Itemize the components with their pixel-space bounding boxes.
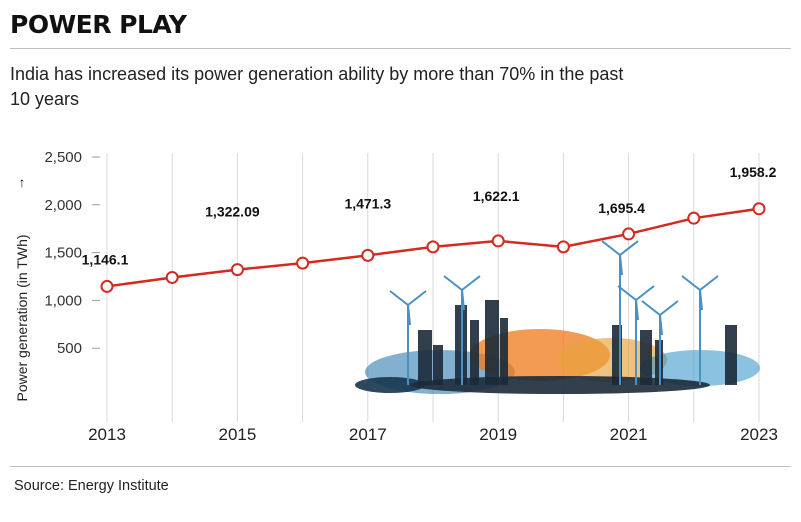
turbine-blade-c-1 bbox=[461, 289, 465, 311]
data-point-2017 bbox=[361, 248, 375, 262]
turbine-blade-a-2 bbox=[601, 240, 621, 256]
y-tick-label-500: 500 bbox=[57, 340, 82, 357]
x-tick-label-2021: 2021 bbox=[610, 425, 648, 444]
data-point-2016 bbox=[296, 256, 310, 270]
data-point-2021 bbox=[622, 227, 636, 241]
turbine-blade-b-2 bbox=[619, 240, 639, 256]
data-point-2015 bbox=[230, 263, 244, 277]
series-generation bbox=[100, 202, 766, 293]
data-point-2023 bbox=[752, 202, 766, 216]
data-point-2022 bbox=[687, 211, 701, 225]
footer-divider bbox=[10, 466, 791, 467]
turbine-blade-a-4 bbox=[641, 300, 661, 316]
turbine-blade-a-5 bbox=[681, 275, 701, 291]
y-axis-arrow: ↑ bbox=[19, 174, 26, 190]
x-tick-label-2023: 2023 bbox=[740, 425, 778, 444]
data-label-2013: 1,146.1 bbox=[82, 251, 129, 267]
x-tick-label-2015: 2015 bbox=[218, 425, 256, 444]
y-tick-label-1000: 1,000 bbox=[44, 292, 82, 309]
data-label-2023: 1,958.2 bbox=[730, 164, 777, 180]
data-label-2015: 1,322.09 bbox=[205, 204, 260, 220]
y-tick-label-2000: 2,000 bbox=[44, 197, 82, 214]
turbine-blade-b-1 bbox=[461, 275, 481, 291]
y-axis-label: Power generation (in TWh) bbox=[14, 234, 30, 401]
title-divider bbox=[10, 48, 791, 49]
building-4 bbox=[485, 300, 499, 385]
turbine-blade-a-1 bbox=[443, 275, 463, 291]
data-label-2017: 1,471.3 bbox=[344, 195, 391, 211]
data-point-2014 bbox=[165, 270, 179, 284]
turbine-blade-a-3 bbox=[617, 285, 637, 301]
axes: 500 1,000 1,500 2,000 2,500 2013 2015 2017 2019 2… bbox=[14, 149, 778, 444]
turbine-blade-c-3 bbox=[635, 299, 639, 321]
source-note: Source: Energy Institute bbox=[14, 478, 169, 494]
data-point-2020 bbox=[556, 240, 570, 254]
y-tick-label-2500: 2,500 bbox=[44, 149, 82, 166]
turbine-blade-c-0 bbox=[407, 304, 411, 326]
chart-subtitle: India has increased its power generation… bbox=[10, 64, 624, 109]
data-labels: 1,146.1 1,322.09 1,471.3 1,622.1 1,695.4 1,95… bbox=[82, 164, 777, 268]
building-1 bbox=[433, 345, 443, 385]
data-label-2019: 1,622.1 bbox=[473, 188, 520, 204]
x-tick-label-2013: 2013 bbox=[88, 425, 126, 444]
x-tick-label-2017: 2017 bbox=[349, 425, 387, 444]
data-point-2019 bbox=[491, 234, 505, 248]
turbine-blade-b-4 bbox=[659, 300, 679, 316]
building-5 bbox=[500, 318, 508, 385]
turbine-blade-a-0 bbox=[389, 290, 409, 306]
building-7 bbox=[640, 330, 652, 385]
turbine-blade-c-4 bbox=[659, 314, 663, 336]
turbine-blade-c-5 bbox=[699, 289, 703, 311]
building-9 bbox=[725, 325, 737, 385]
energy-illustration bbox=[355, 240, 760, 394]
chart-title: POWER PLAY bbox=[10, 10, 187, 39]
y-tick-label-1500: 1,500 bbox=[44, 245, 82, 262]
building-0 bbox=[418, 330, 432, 385]
x-tick-label-2019: 2019 bbox=[479, 425, 517, 444]
turbine-blade-b-0 bbox=[407, 290, 427, 306]
data-point-2013 bbox=[100, 279, 114, 293]
turbine-blade-c-2 bbox=[619, 254, 623, 276]
building-6 bbox=[612, 325, 622, 385]
turbine-blade-b-5 bbox=[699, 275, 719, 291]
turbine-blade-b-3 bbox=[635, 285, 655, 301]
building-3 bbox=[470, 320, 479, 385]
data-point-2018 bbox=[426, 240, 440, 254]
data-label-2021: 1,695.4 bbox=[598, 200, 645, 216]
